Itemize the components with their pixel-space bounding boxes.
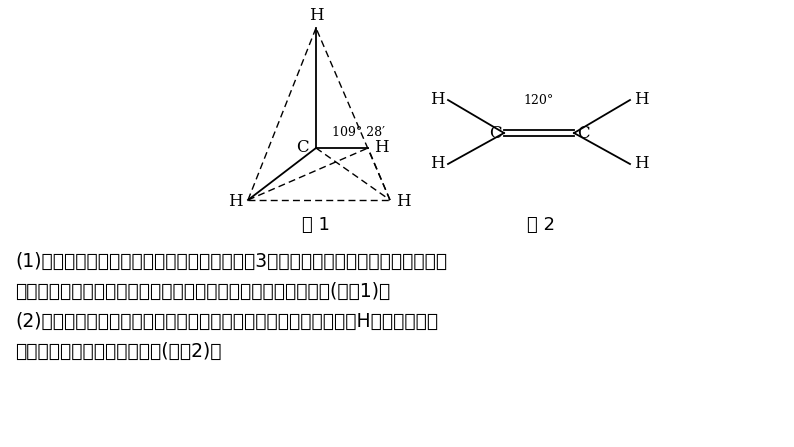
- Text: H: H: [634, 156, 649, 173]
- Text: H: H: [430, 92, 445, 109]
- Text: 图 1: 图 1: [302, 216, 330, 234]
- Text: 机物中的所有原子仍然共平面(如图2)。: 机物中的所有原子仍然共平面(如图2)。: [15, 342, 222, 361]
- Text: H: H: [309, 7, 323, 24]
- Text: C: C: [295, 139, 308, 156]
- Text: 120°: 120°: [524, 93, 554, 106]
- Text: C: C: [488, 125, 501, 142]
- Text: H: H: [374, 139, 388, 156]
- Text: 图 2: 图 2: [527, 216, 555, 234]
- Text: (2)乙烯分子中所有原子一定共平面，若用其他原子代替其中的任何H原子，所得有: (2)乙烯分子中所有原子一定共平面，若用其他原子代替其中的任何H原子，所得有: [15, 312, 438, 331]
- Text: H: H: [228, 194, 242, 211]
- Text: H: H: [634, 92, 649, 109]
- Text: 原子若以四个单键与其他原子相连，则所有原子一定不能共平面(如图1)。: 原子若以四个单键与其他原子相连，则所有原子一定不能共平面(如图1)。: [15, 282, 390, 301]
- Text: 109° 28′: 109° 28′: [332, 126, 385, 139]
- Text: H: H: [395, 194, 410, 211]
- Text: (1)甲烷分子中所有原子一定不共平面，最多有3个原子处在一个平面上，即分子中碳: (1)甲烷分子中所有原子一定不共平面，最多有3个原子处在一个平面上，即分子中碳: [15, 252, 447, 271]
- Text: H: H: [430, 156, 445, 173]
- Text: C: C: [576, 125, 589, 142]
